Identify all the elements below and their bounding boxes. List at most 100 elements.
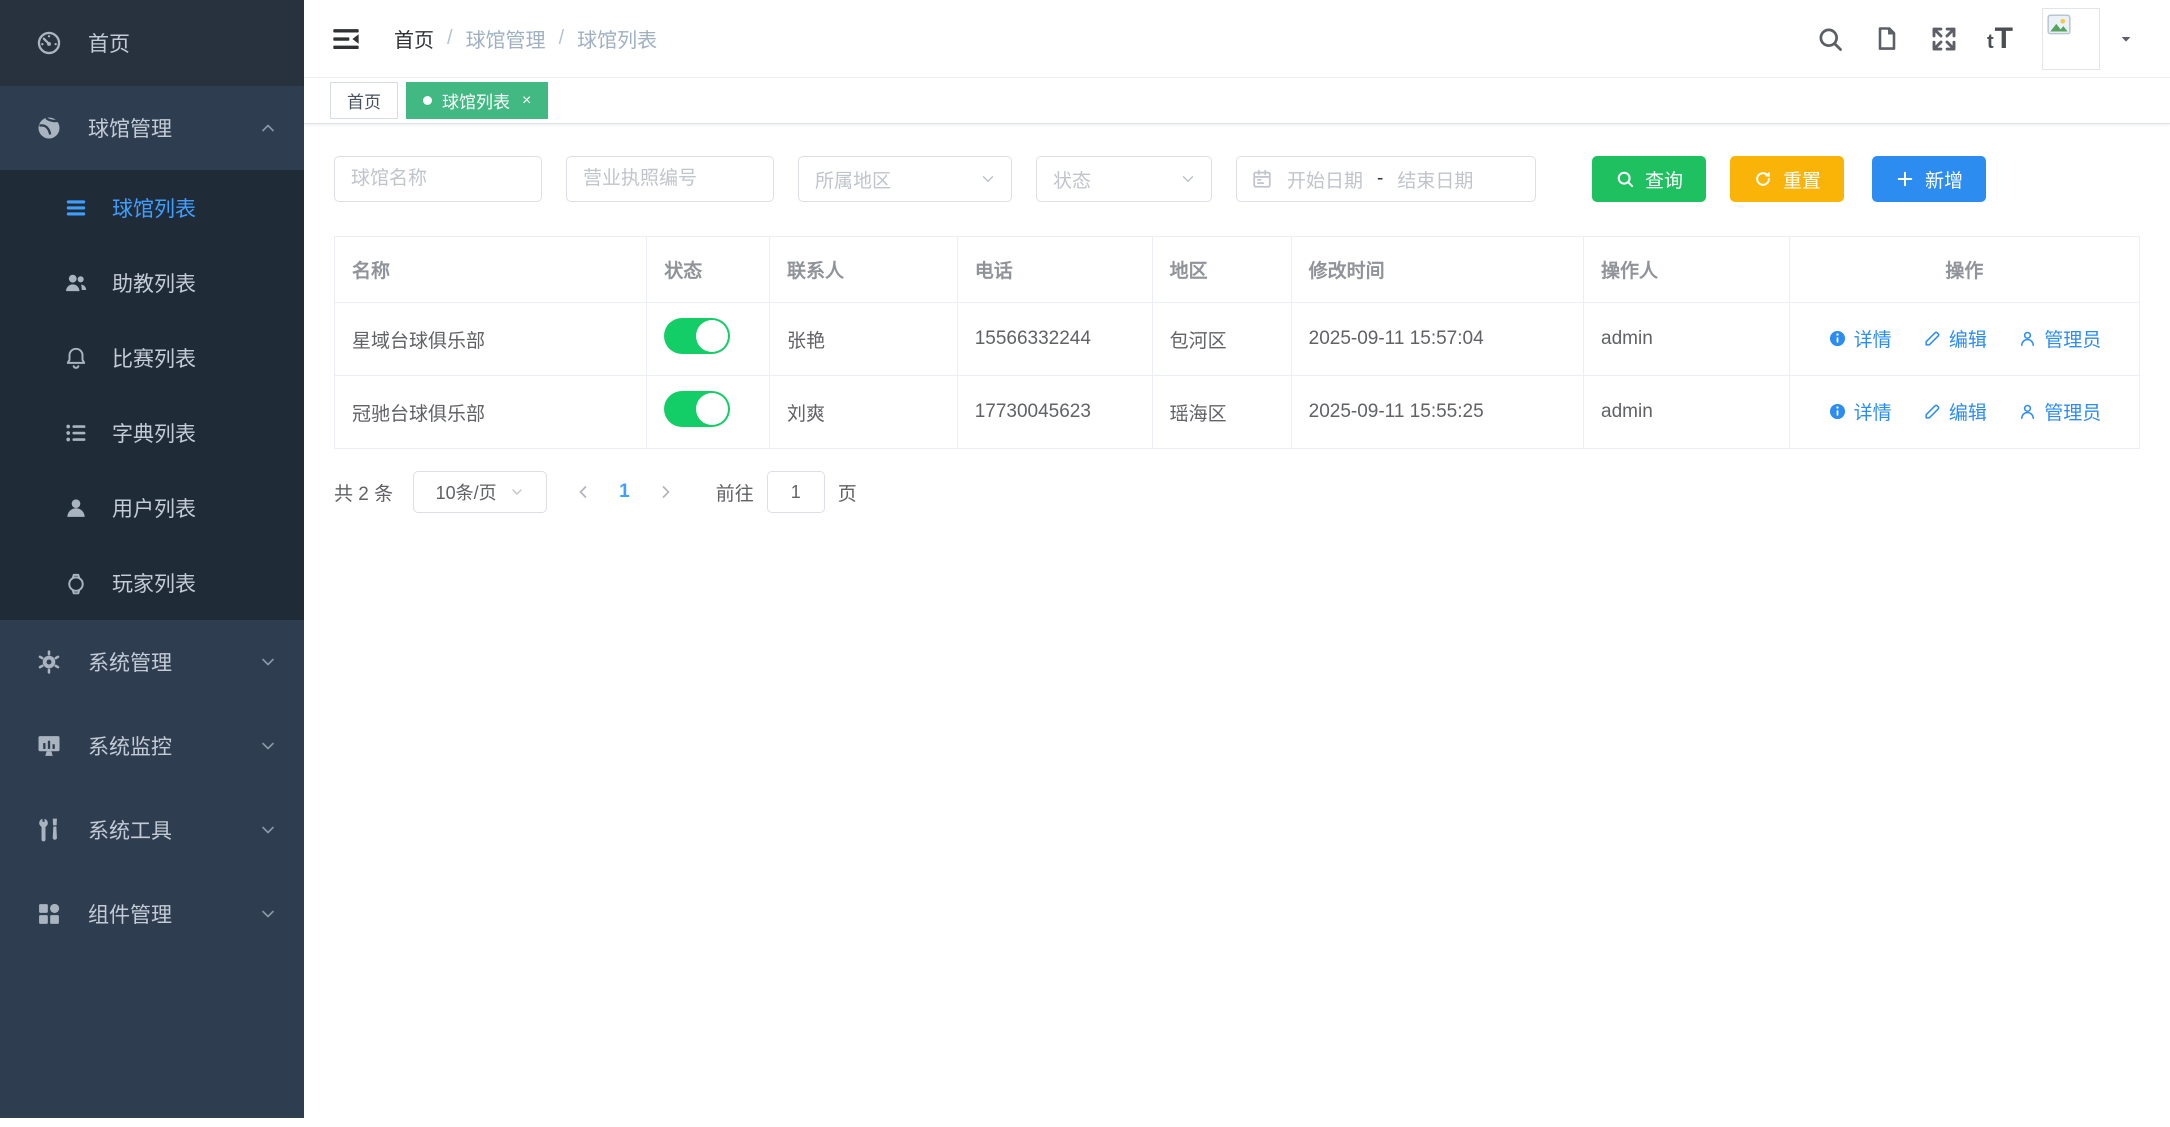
sidebar-submenu-item-user-list[interactable]: 用户列表 [0, 470, 304, 545]
detail-link[interactable]: 详情 [1828, 398, 1892, 425]
sidebar-item-label: 球馆管理 [88, 118, 172, 141]
breadcrumb-separator: / [447, 27, 453, 49]
edit-link[interactable]: 编辑 [1923, 325, 1987, 352]
sidebar-item-system-management[interactable]: 系统管理 [0, 620, 304, 704]
col-actions: 操作 [1788, 236, 2141, 303]
status-select[interactable]: 状态 [1036, 156, 1212, 202]
col-district: 地区 [1151, 236, 1292, 303]
sidebar-item-home[interactable]: 首页 [0, 0, 304, 86]
breadcrumb-venue-list[interactable]: 球馆列表 [577, 30, 658, 52]
user-icon [2021, 331, 2035, 346]
breadcrumb: 首页 / 球馆管理 / 球馆列表 [394, 24, 657, 53]
sidebar-submenu-item-match-list[interactable]: 比赛列表 [0, 320, 304, 395]
cell-phone: 17730045623 [956, 375, 1153, 449]
chevron-down-icon [258, 652, 278, 672]
globe-icon [34, 113, 64, 143]
region-select[interactable]: 所属地区 [798, 156, 1012, 202]
reset-button[interactable]: 重置 [1730, 156, 1845, 202]
chevron-down-icon [258, 904, 278, 924]
fullscreen-icon[interactable] [1929, 24, 1959, 54]
menu-list-icon [62, 193, 90, 223]
table-header-row: 名称 状态 联系人 电话 地区 修改时间 操作人 操作 [333, 236, 2141, 303]
search-icon [1617, 171, 1634, 188]
tag-home[interactable]: 首页 [330, 82, 398, 119]
sidebar-submenu-item-dict-list[interactable]: 字典列表 [0, 395, 304, 470]
next-page-button[interactable] [656, 482, 676, 502]
sidebar-submenu-label: 助教列表 [112, 272, 196, 296]
edit-link[interactable]: 编辑 [1923, 398, 1987, 425]
tag-venue-list[interactable]: 球馆列表 × [406, 82, 549, 119]
sidebar-item-label: 首页 [88, 33, 130, 56]
document-icon[interactable] [1873, 25, 1901, 53]
chevron-right-icon [662, 486, 670, 498]
sidebar-submenu-item-assistant-list[interactable]: 助教列表 [0, 245, 304, 320]
total-count: 共 2 条 [334, 483, 394, 505]
status-select-placeholder: 状态 [1053, 170, 1092, 192]
page-number-current[interactable]: 1 [619, 481, 630, 502]
info-icon [1829, 403, 1845, 419]
sidebar-item-system-monitor[interactable]: 系统监控 [0, 704, 304, 788]
sidebar-submenu-item-player-list[interactable]: 玩家列表 [0, 545, 304, 620]
cell-actions: 详情 编辑 管理员 [1788, 375, 2141, 449]
close-icon[interactable]: × [522, 91, 532, 109]
top-navbar: 首页 / 球馆管理 / 球馆列表 tT [304, 0, 2170, 78]
admin-link[interactable]: 管理员 [2018, 325, 2101, 352]
col-status: 状态 [646, 236, 770, 303]
cell-operator: admin [1583, 375, 1790, 449]
filter-toolbar: 所属地区 状态 开始日期 - 结束日期 查询 [334, 156, 2140, 202]
sidebar-item-label: 系统管理 [88, 652, 172, 675]
admin-link[interactable]: 管理员 [2018, 398, 2101, 425]
cell-status [646, 302, 770, 376]
cell-district: 包河区 [1151, 302, 1292, 376]
sidebar-submenu-label: 比赛列表 [112, 347, 196, 371]
search-icon[interactable] [1815, 24, 1845, 54]
add-button[interactable]: 新增 [1872, 156, 1987, 202]
navbar-actions: tT [1815, 7, 2134, 70]
fontsize-icon[interactable]: tT [1987, 21, 2014, 55]
status-toggle-on[interactable] [664, 318, 731, 354]
people-icon [62, 268, 90, 298]
col-updated: 修改时间 [1290, 236, 1585, 303]
tools-icon [34, 815, 64, 845]
chevron-left-icon [579, 486, 587, 498]
goto-page-input[interactable] [766, 471, 825, 513]
dashboard-icon [34, 28, 64, 58]
sidebar-collapse-icon[interactable] [330, 23, 362, 55]
page-size-select[interactable]: 10条/页 [413, 471, 548, 513]
cell-district: 瑶海区 [1151, 375, 1292, 449]
venue-name-input[interactable] [334, 156, 542, 202]
sidebar-submenu: 球馆列表 助教列表 比赛列表 字典列表 [0, 170, 304, 620]
sidebar-submenu-item-venue-list[interactable]: 球馆列表 [0, 170, 304, 245]
breadcrumb-home[interactable]: 首页 [394, 30, 434, 52]
sidebar: 首页 球馆管理 球馆列表 助教列表 [0, 0, 304, 1118]
search-button[interactable]: 查询 [1592, 156, 1707, 202]
cell-phone: 15566332244 [956, 302, 1153, 376]
cell-actions: 详情 编辑 管理员 [1788, 302, 2141, 376]
sidebar-item-system-tools[interactable]: 系统工具 [0, 788, 304, 872]
dict-list-icon [62, 418, 90, 448]
sidebar-submenu-label: 球馆列表 [112, 197, 196, 221]
avatar[interactable] [2042, 7, 2100, 70]
main-area: 首页 / 球馆管理 / 球馆列表 tT [304, 0, 2170, 1118]
user-icon [2021, 404, 2035, 419]
breadcrumb-venue-management[interactable]: 球馆管理 [465, 30, 546, 52]
sidebar-item-label: 系统工具 [88, 820, 172, 843]
edit-icon [1925, 404, 1940, 419]
col-name: 名称 [333, 236, 648, 303]
prev-page-button[interactable] [573, 482, 593, 502]
sidebar-item-component-management[interactable]: 组件管理 [0, 872, 304, 956]
license-number-input[interactable] [566, 156, 774, 202]
status-toggle-on[interactable] [664, 391, 731, 427]
sidebar-item-label: 组件管理 [88, 904, 172, 927]
detail-link[interactable]: 详情 [1828, 325, 1892, 352]
region-select-placeholder: 所属地区 [815, 170, 892, 192]
chevron-up-icon [258, 118, 278, 138]
col-operator: 操作人 [1583, 236, 1790, 303]
monitor-icon [34, 731, 64, 761]
col-contact: 联系人 [768, 236, 958, 303]
cell-contact: 刘爽 [768, 375, 958, 449]
caret-down-icon[interactable] [2118, 31, 2134, 47]
sidebar-item-venue-management[interactable]: 球馆管理 [0, 86, 304, 170]
date-range-picker[interactable]: 开始日期 - 结束日期 [1236, 156, 1536, 202]
